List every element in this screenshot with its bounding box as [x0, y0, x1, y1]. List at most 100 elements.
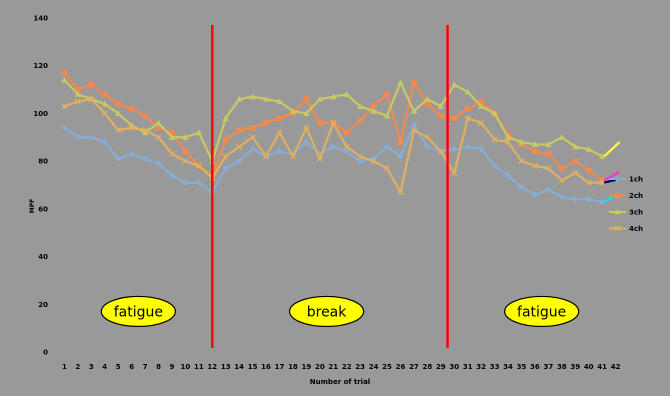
data-point — [383, 112, 391, 119]
data-point — [289, 107, 297, 114]
series-4ch — [61, 96, 606, 196]
x-tick-label: 28 — [423, 363, 433, 371]
data-point — [478, 119, 485, 126]
data-point — [222, 153, 229, 160]
data-point — [142, 113, 148, 119]
data-point — [585, 179, 592, 186]
y-tick-label: 60 — [38, 205, 48, 213]
x-tick-label: 14 — [234, 363, 244, 371]
data-point — [614, 225, 621, 232]
data-point — [155, 160, 162, 167]
legend-label-1ch: 1ch — [629, 176, 643, 184]
data-point — [222, 115, 229, 121]
x-tick-label: 31 — [463, 363, 473, 371]
data-point — [585, 196, 592, 203]
data-point — [477, 103, 485, 109]
data-point — [559, 165, 565, 172]
x-tick-label: 26 — [396, 363, 406, 371]
x-tick-label: 42 — [611, 363, 621, 371]
data-point — [477, 146, 485, 153]
annotation-label: break — [307, 304, 348, 320]
data-point — [128, 150, 135, 158]
data-point — [155, 119, 162, 126]
data-point — [330, 143, 337, 151]
data-point — [222, 165, 229, 172]
data-point — [410, 127, 417, 134]
data-point — [464, 105, 471, 112]
x-tick-label: 39 — [570, 363, 580, 371]
data-point — [61, 124, 68, 131]
data-point — [464, 143, 471, 151]
legend-label-3ch: 3ch — [629, 209, 643, 217]
data-point — [451, 81, 458, 88]
data-point — [451, 146, 458, 153]
data-point — [182, 179, 189, 186]
data-point — [343, 143, 350, 150]
data-point — [236, 127, 242, 133]
data-point — [88, 134, 95, 141]
annotation-label: fatigue — [517, 304, 566, 320]
y-tick-label: 80 — [38, 158, 48, 166]
x-tick-label: 34 — [503, 363, 513, 371]
x-tick-label: 19 — [302, 363, 312, 371]
data-point — [531, 162, 538, 169]
data-point — [316, 95, 324, 102]
data-point — [235, 95, 243, 102]
data-point — [236, 143, 243, 150]
data-point — [438, 113, 444, 119]
data-point — [303, 110, 310, 116]
x-tick-labels: 1 2 3 4 5 6 7 8 9 10 11 12 13 14 15 16 17 18 19 20 21 22 23 24 2… — [62, 363, 621, 371]
x-tick-label: 13 — [221, 363, 231, 371]
legend: 1ch 2ch 3ch 4ch — [609, 176, 643, 233]
data-point — [303, 138, 310, 146]
series-3ch — [61, 76, 606, 164]
y-tick-label: 100 — [33, 110, 48, 118]
data-point — [141, 155, 149, 162]
data-point — [384, 165, 391, 172]
data-point — [88, 96, 95, 103]
y-tick-label: 0 — [43, 349, 48, 357]
x-tick-label: 29 — [436, 363, 446, 371]
data-point — [491, 162, 498, 170]
x-tick-label: 11 — [194, 363, 204, 371]
data-point — [572, 143, 579, 150]
data-point — [330, 119, 337, 126]
data-point — [61, 76, 68, 83]
y-axis-label: MPF — [29, 199, 36, 213]
data-point — [317, 120, 323, 126]
data-point — [397, 79, 404, 85]
data-point — [357, 117, 363, 124]
data-point — [504, 134, 512, 140]
data-point — [491, 136, 498, 143]
data-point — [222, 136, 229, 143]
data-point — [263, 153, 270, 160]
data-point — [142, 127, 149, 134]
data-point — [464, 115, 471, 122]
x-tick-label: 3 — [89, 363, 94, 371]
data-point — [599, 179, 606, 186]
x-tick-label: 18 — [288, 363, 298, 371]
data-point — [451, 115, 458, 121]
data-point — [545, 141, 552, 148]
data-point — [276, 98, 283, 105]
data-point — [545, 165, 552, 172]
data-point — [411, 79, 417, 86]
data-point — [614, 208, 621, 215]
data-point — [303, 124, 310, 131]
data-point — [155, 124, 162, 131]
data-point — [451, 170, 458, 177]
legend-label-2ch: 2ch — [629, 192, 643, 200]
data-point — [424, 95, 431, 102]
data-point — [572, 158, 579, 164]
data-point — [505, 139, 512, 146]
data-point — [61, 70, 68, 76]
x-tick-label: 7 — [143, 363, 148, 371]
data-point — [101, 100, 108, 107]
data-point — [585, 167, 592, 174]
data-point — [598, 198, 606, 205]
data-point — [370, 107, 377, 114]
data-point — [410, 122, 418, 129]
data-point — [491, 110, 498, 116]
data-point — [128, 124, 135, 131]
